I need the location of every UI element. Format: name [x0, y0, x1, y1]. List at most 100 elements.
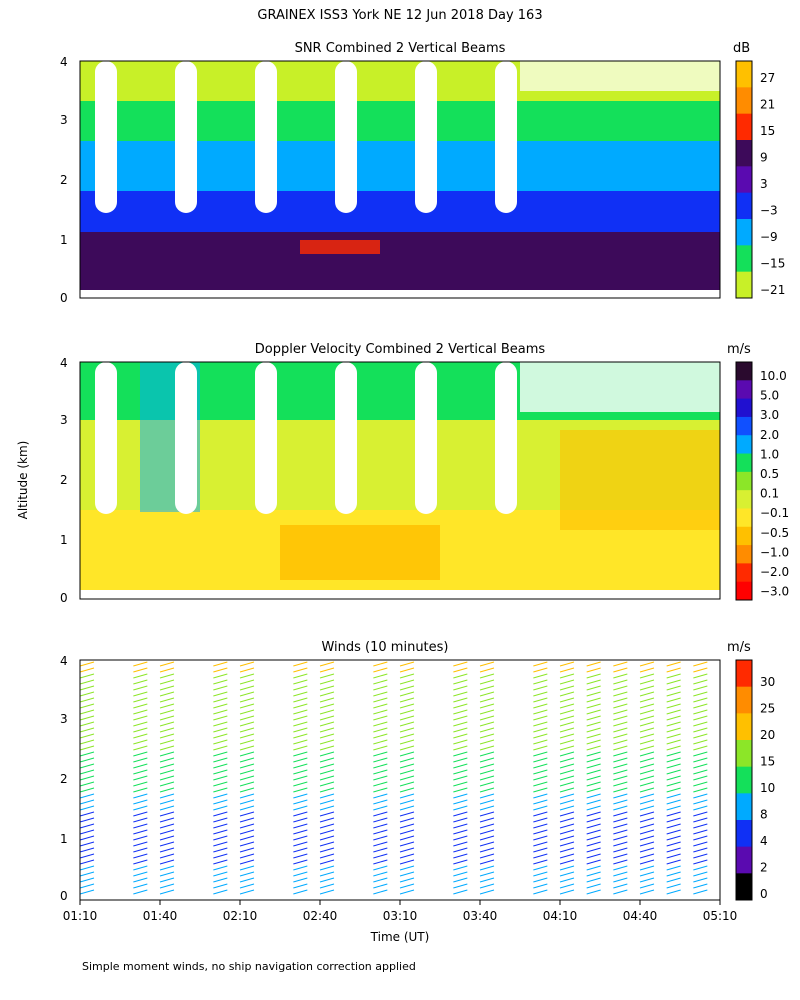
wind-barb [293, 727, 308, 733]
wind-barb [693, 775, 708, 781]
wind-barb [639, 685, 655, 691]
snr-gap [415, 61, 437, 213]
wind-barb [133, 817, 148, 823]
wind-barb [479, 727, 495, 733]
wind-barb [453, 793, 468, 799]
wind-barb [213, 673, 228, 679]
wind-barb [293, 697, 308, 703]
wind-barb [239, 805, 255, 811]
wind-barb [159, 775, 175, 781]
wind-barb [586, 847, 601, 853]
wind-barb [453, 847, 468, 853]
wind-barb [639, 793, 655, 799]
wind-barb [239, 697, 255, 703]
wind-barb [373, 745, 388, 751]
wind-barb [533, 847, 548, 853]
wind-barb [239, 739, 255, 745]
wind-barb [666, 805, 681, 811]
wind-barb [586, 787, 601, 793]
wind-barb [693, 733, 708, 739]
wind-barb [533, 787, 548, 793]
wind-barb [293, 859, 308, 865]
winds-ytick-4: 4 [60, 654, 68, 668]
colorbar-label: −3 [760, 204, 778, 218]
wind-barb [373, 769, 388, 775]
wind-barb [453, 763, 468, 769]
wind-barb [586, 889, 601, 895]
wind-barb [399, 733, 415, 739]
wind-barb [213, 799, 228, 805]
wind-barb [479, 709, 495, 715]
colorbar-label: 10.0 [760, 369, 787, 383]
wind-barb [133, 745, 148, 751]
wind-barb [693, 751, 708, 757]
wind-barb [666, 883, 681, 889]
wind-barb [373, 883, 388, 889]
wind-barb [639, 697, 655, 703]
wind-barb [613, 751, 628, 757]
wind-barb [613, 889, 628, 895]
wind-barb [453, 871, 468, 877]
colorbar-label: 4 [760, 834, 768, 848]
wind-barb [213, 859, 228, 865]
wind-barb [613, 781, 628, 787]
wind-barb [613, 787, 628, 793]
colorbar-swatch [736, 490, 752, 509]
wind-barb [239, 703, 255, 709]
wind-barb [533, 715, 548, 721]
wind-barb [159, 757, 175, 763]
wind-barb [666, 751, 681, 757]
wind-barb [213, 841, 228, 847]
wind-barb [79, 799, 95, 805]
wind-barb [319, 679, 335, 685]
wind-barb [559, 763, 575, 769]
colorbar-swatch [736, 471, 752, 491]
wind-barb [159, 787, 175, 793]
wind-barb [479, 739, 495, 745]
wind-barb [586, 727, 601, 733]
wind-barb [586, 823, 601, 829]
wind-barb [319, 775, 335, 781]
wind-barb [693, 673, 708, 679]
wind-barb [293, 847, 308, 853]
wind-barb [613, 745, 628, 751]
colorbar-label: 2.0 [760, 428, 779, 442]
wind-barb [399, 685, 415, 691]
wind-barb [133, 799, 148, 805]
wind-barb [586, 811, 601, 817]
wind-barb [693, 685, 708, 691]
wind-barb [399, 703, 415, 709]
wind-barb [239, 673, 255, 679]
wind-barb [293, 883, 308, 889]
wind-barb [613, 835, 628, 841]
wind-barb [373, 781, 388, 787]
wind-barb [666, 841, 681, 847]
wind-barb [239, 775, 255, 781]
wind-barb [293, 775, 308, 781]
wind-barb [639, 889, 655, 895]
wind-barb [133, 763, 148, 769]
wind-barb [693, 859, 708, 865]
wind-barb [79, 691, 95, 697]
wind-barb [639, 871, 655, 877]
wind-barb [666, 709, 681, 715]
wind-barb [133, 865, 148, 871]
wind-barb [399, 769, 415, 775]
colorbar-swatch [736, 113, 752, 141]
wind-barb [239, 667, 255, 673]
wind-barb [559, 757, 575, 763]
colorbar-label: 10 [760, 781, 775, 795]
wind-barb [533, 697, 548, 703]
wind-barb [213, 805, 228, 811]
wind-barb [479, 691, 495, 697]
wind-barb [666, 859, 681, 865]
wind-barb [559, 847, 575, 853]
colorbar-swatch [736, 846, 752, 874]
wind-barb [613, 679, 628, 685]
wind-barb [533, 763, 548, 769]
wind-barb [559, 817, 575, 823]
colorbar-swatch [736, 271, 752, 299]
wind-barb [639, 733, 655, 739]
snr-ytick-4: 4 [60, 55, 68, 69]
wind-barb [79, 805, 95, 811]
